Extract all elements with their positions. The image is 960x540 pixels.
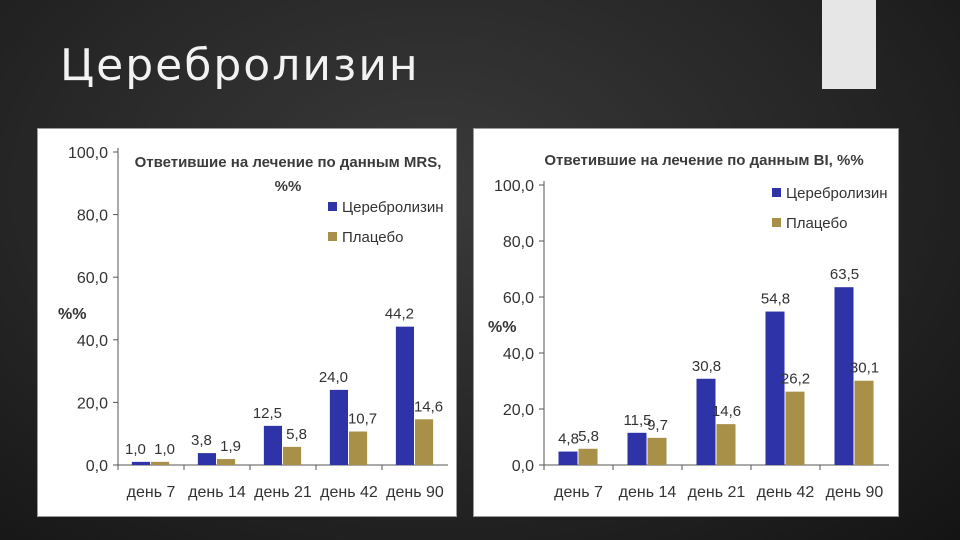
chart-title: Ответившие на лечение по данным MRS, [135,154,442,171]
x-tick-label: день 7 [127,484,176,501]
y-tick-label: 40,0 [77,333,108,350]
data-label: 24,0 [319,369,348,386]
x-tick-label: день 42 [320,484,378,501]
y-tick-label: 40,0 [503,346,534,363]
chart-title: Ответившие на лечение по данным BI, %% [544,152,863,169]
y-tick-label: 60,0 [503,290,534,307]
bar-series2 [854,380,874,465]
x-tick-label: день 14 [619,484,677,501]
data-label: 14,6 [414,398,443,415]
legend-label: Церебролизин [786,185,888,202]
y-tick-label: 0,0 [86,458,108,475]
bar-series2 [349,431,368,465]
legend-swatch [328,202,337,211]
data-label: 1,0 [125,441,146,458]
data-label: 30,8 [692,358,721,375]
data-label: 10,7 [348,411,377,428]
bar-series2 [217,459,236,465]
x-tick-label: день 42 [757,484,815,501]
bar-series2 [283,446,302,465]
bar-series2 [578,448,598,465]
data-label: 12,5 [253,405,282,422]
x-tick-label: день 90 [386,484,444,501]
y-tick-label: 20,0 [503,402,534,419]
decorative-bar [822,0,876,89]
data-label: 1,9 [220,438,241,455]
y-tick-label: 100,0 [494,178,534,195]
data-label: 11,5 [623,412,651,429]
legend-swatch [772,188,781,197]
bar-series1 [558,451,578,465]
chart-panel-mrs: Ответившие на лечение по данным MRS,%%%%… [37,128,457,517]
x-tick-label: день 14 [188,484,246,501]
data-label: 3,8 [191,432,212,449]
x-tick-label: день 21 [688,484,746,501]
legend-label: Плацебо [342,229,403,246]
chart-panel-bi: Ответившие на лечение по данным BI, %%%%… [473,128,899,517]
data-label: 5,8 [578,428,599,445]
bar-series1 [131,461,150,465]
data-label: 1,0 [154,441,175,458]
y-tick-label: 80,0 [503,234,534,251]
bar-series1 [197,453,216,465]
data-label: 63,5 [830,266,859,283]
bar-series2 [647,437,667,465]
data-label: 4,8 [558,431,579,448]
legend-label: Церебролизин [342,199,444,216]
x-tick-label: день 21 [254,484,312,501]
legend-swatch [772,218,781,227]
bar-series1 [834,287,854,465]
chart-title-line2: %% [275,178,302,195]
data-label: 5,8 [286,426,307,443]
y-tick-label: 0,0 [512,458,534,475]
bar-series1 [696,378,716,465]
legend-swatch [328,232,337,241]
chart-bi: Ответившие на лечение по данным BI, %%%%… [488,152,889,501]
data-label: 44,2 [385,306,414,323]
y-tick-label: 100,0 [68,145,108,162]
data-label: 26,2 [781,371,810,388]
bar-series2 [415,419,434,465]
bar-series1 [263,425,282,465]
data-label: 9,7 [647,417,668,434]
bar-series1 [329,389,348,465]
slide-title: Церебролизин [60,40,420,91]
legend-label: Плацебо [786,215,847,232]
x-tick-label: день 90 [826,484,884,501]
bar-series2 [785,391,805,465]
bar-series2 [716,424,736,465]
bar-series1 [395,326,414,465]
y-tick-label: 60,0 [77,270,108,287]
y-tick-label: 80,0 [77,208,108,225]
x-tick-label: день 7 [554,484,603,501]
y-tick-label: 20,0 [77,395,108,412]
y-axis-label: %% [58,306,86,323]
data-label: 30,1 [850,360,879,377]
chart-mrs: Ответившие на лечение по данным MRS,%%%%… [58,145,448,501]
bar-series2 [151,461,170,465]
bar-series1 [765,311,785,465]
data-label: 14,6 [712,403,741,420]
y-axis-label: %% [488,319,516,336]
data-label: 54,8 [761,291,790,308]
bar-series1 [627,432,647,465]
